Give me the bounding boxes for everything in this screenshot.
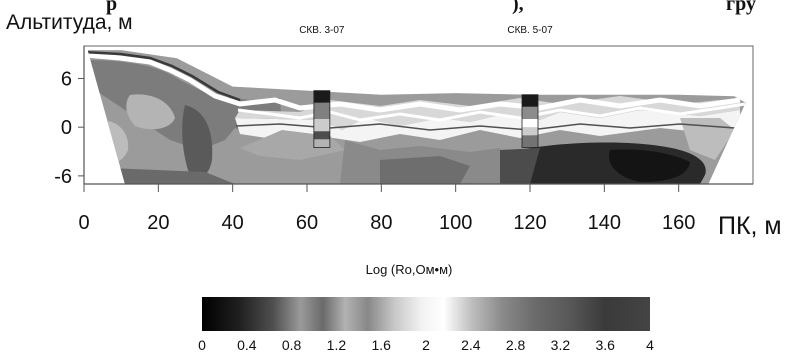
x-tick-label: 40 xyxy=(222,212,244,234)
colorbar-tick-label: 3.2 xyxy=(551,337,571,353)
borehole-segment xyxy=(522,127,538,136)
boreholes xyxy=(313,90,539,148)
x-tick-label: 60 xyxy=(296,212,318,234)
title-fragment-middle: ), xyxy=(512,0,524,15)
colorbar-tick-label: 0 xyxy=(198,337,206,353)
borehole-annotation-3-07: СКВ. 3-07 xyxy=(299,25,345,36)
borehole-annotations: СКВ. 3-07 СКВ. 5-07 xyxy=(299,25,553,36)
borehole-segment xyxy=(522,106,538,120)
y-tick-label: -6 xyxy=(54,166,72,188)
title-fragment-left: р xyxy=(106,0,117,15)
borehole-segment xyxy=(313,139,330,148)
borehole-column xyxy=(313,90,331,148)
colorbar-tick-label: 4 xyxy=(646,337,654,353)
cropped-title-line: р ), гру xyxy=(106,0,756,15)
y-axis-ticks: 6 0 -6 xyxy=(54,68,84,188)
x-tick-label: 140 xyxy=(588,212,621,234)
colorbar-tick-label: 0.8 xyxy=(282,337,302,353)
title-fragment-right: гру xyxy=(726,0,756,15)
y-axis-label: Альтитуда, м xyxy=(6,11,133,34)
y-tick-label: 6 xyxy=(61,68,72,90)
borehole-segment xyxy=(522,119,538,128)
x-tick-label: 120 xyxy=(513,212,546,234)
colorbar-tick-label: 2.4 xyxy=(461,337,481,353)
resistivity-section xyxy=(87,50,746,184)
x-tick-label: 160 xyxy=(662,212,695,234)
colorbar-tick-label: 1.2 xyxy=(327,337,347,353)
x-axis-label: ПК, м xyxy=(718,212,782,240)
colorbar-ticks: 0 0.4 0.8 1.2 1.6 2 2.4 2.8 3.2 3.6 4 xyxy=(198,337,654,353)
borehole-segment xyxy=(313,119,330,132)
colorbar xyxy=(202,297,650,331)
colorbar-tick-label: 0.4 xyxy=(237,337,257,353)
colorbar-tick-label: 1.6 xyxy=(371,337,391,353)
colorbar-title: Log (Ro,Ом•м) xyxy=(366,262,453,277)
borehole-column xyxy=(521,94,539,148)
x-tick-label: 80 xyxy=(370,212,392,234)
borehole-segment xyxy=(522,135,538,148)
borehole-annotation-5-07: СКВ. 5-07 xyxy=(507,25,553,36)
x-tick-label: 0 xyxy=(78,212,89,234)
borehole-segment xyxy=(313,102,330,120)
colorbar-tick-label: 2.8 xyxy=(506,337,526,353)
borehole-segment xyxy=(313,90,330,103)
borehole-segment xyxy=(313,131,330,140)
colorbar-tick-label: 3.6 xyxy=(595,337,615,353)
x-tick-label: 20 xyxy=(147,212,169,234)
borehole-segment xyxy=(522,94,538,107)
y-tick-label: 0 xyxy=(61,117,72,139)
x-axis-ticks: 0 20 40 60 80 100 120 140 160 xyxy=(78,184,695,234)
colorbar-tick-label: 2 xyxy=(422,337,430,353)
x-tick-label: 100 xyxy=(439,212,472,234)
